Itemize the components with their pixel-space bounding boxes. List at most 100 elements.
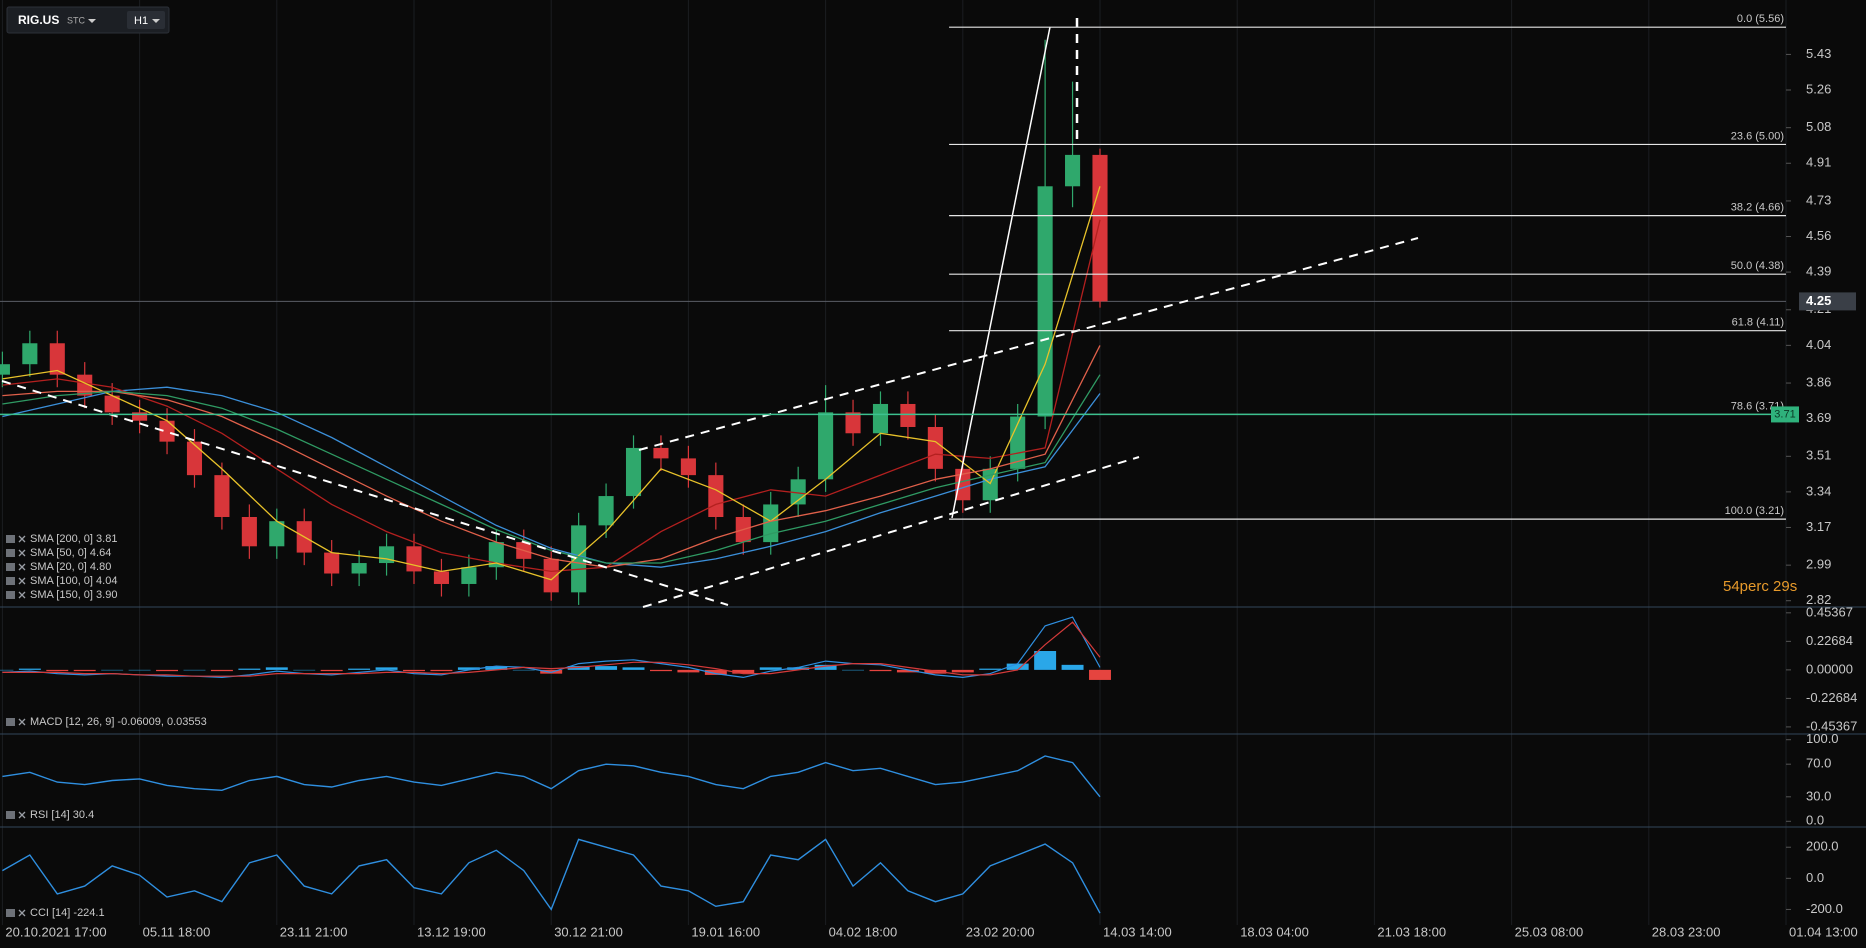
legend-icon [6, 577, 15, 585]
macd-histogram-bar [101, 669, 124, 671]
legend-entry: SMA [50, 0] 4.64 [30, 547, 111, 559]
candle-body [1065, 154, 1081, 187]
fib-label: 78.6 (3.71) [1731, 400, 1784, 412]
legend-entry: SMA [20, 0] 4.80 [30, 561, 111, 573]
macd-histogram-bar [677, 669, 700, 673]
dropdown-caret[interactable] [152, 19, 160, 23]
x-tick-label: 19.01 16:00 [691, 924, 760, 939]
timeframe[interactable]: H1 [134, 15, 148, 27]
macd-histogram-bar [156, 669, 179, 672]
x-tick-label: 21.03 18:00 [1377, 924, 1446, 939]
macd-histogram-bar [649, 669, 672, 672]
y-tick-label: 0.0 [1806, 813, 1824, 828]
candle-body [77, 374, 93, 396]
y-tick-label: 4.56 [1806, 228, 1831, 243]
legend-close-icon [18, 563, 26, 571]
sma-line [2, 345, 1101, 568]
macd-histogram-bar [1061, 664, 1084, 670]
macd-histogram-bar [540, 669, 563, 674]
y-tick-label: -200.0 [1806, 901, 1843, 916]
fib-label: 61.8 (4.11) [1732, 317, 1784, 329]
fib-label: 38.2 (4.66) [1731, 201, 1784, 213]
y-tick-label: 3.69 [1806, 410, 1831, 425]
macd-histogram-bar [210, 669, 233, 672]
macd-histogram-bar [704, 669, 727, 675]
last-price-box [1799, 292, 1856, 311]
y-tick-label: 5.43 [1806, 46, 1831, 61]
candle-body [900, 403, 916, 427]
macd-histogram-bar [430, 669, 453, 672]
candle-body [159, 420, 175, 442]
y-tick-label: 4.91 [1806, 155, 1831, 170]
macd-histogram-bar [622, 667, 645, 670]
macd-histogram-bar [869, 669, 892, 672]
y-tick-label: 3.86 [1806, 374, 1831, 389]
legend-close-icon [18, 549, 26, 557]
macd-histogram-bar [512, 669, 535, 671]
sma-line [2, 374, 1101, 564]
dropdown-caret[interactable] [88, 19, 96, 23]
macd-histogram-bar [485, 666, 508, 670]
x-tick-label: 01.04 13:00 [1789, 924, 1858, 939]
macd-histogram-bar [293, 669, 316, 671]
candle-body [543, 558, 559, 593]
legend-close-icon [18, 577, 26, 585]
y-tick-label: -0.22684 [1806, 690, 1857, 705]
y-tick-label: 3.51 [1806, 448, 1831, 463]
indicator-legend: RSI [14] 30.4 [30, 809, 94, 821]
macd-histogram-bar [183, 669, 206, 671]
legend-entry: SMA [150, 0] 3.90 [30, 589, 117, 601]
candle-body [708, 475, 724, 517]
candle-body [653, 447, 669, 459]
x-tick-label: 20.10.2021 17:00 [5, 924, 106, 939]
macd-histogram-bar [979, 668, 1002, 670]
toolbar: RIG.US STC H1 [6, 6, 170, 34]
x-tick-label: 30.12 21:00 [554, 924, 623, 939]
legend-close-icon [18, 718, 26, 726]
fib-trendline[interactable] [951, 26, 1051, 519]
x-tick-label: 04.02 18:00 [829, 924, 898, 939]
fib-label: 0.0 (5.56) [1737, 13, 1784, 25]
y-tick-label: 0.0 [1806, 870, 1824, 885]
legend-entry: SMA [100, 0] 4.04 [30, 575, 117, 587]
legend-close-icon [18, 535, 26, 543]
macd-histogram-bar [595, 666, 618, 670]
y-tick-label: 5.08 [1806, 119, 1831, 134]
y-tick-label: -0.45367 [1806, 718, 1857, 733]
y-tick-label: 3.34 [1806, 483, 1831, 498]
legend-icon [6, 549, 15, 557]
x-tick-label: 14.03 14:00 [1103, 924, 1172, 939]
macd-line [2, 621, 1101, 677]
x-tick-label: 28.03 23:00 [1652, 924, 1721, 939]
timeframe-box[interactable] [127, 11, 165, 29]
candle-body [49, 343, 65, 375]
candle-body [1092, 154, 1108, 302]
candle-body [241, 516, 257, 547]
macd-histogram-bar [403, 669, 425, 672]
legend-icon [6, 535, 15, 543]
y-tick-label: 100.0 [1806, 731, 1839, 746]
macd-histogram-bar [18, 668, 41, 670]
macd-histogram-bar [759, 667, 782, 670]
fib-label: 100.0 (3.21) [1725, 505, 1784, 517]
symbol[interactable]: RIG.US [18, 13, 59, 27]
y-tick-label: 30.0 [1806, 788, 1831, 803]
macd-histogram-bar [1006, 663, 1029, 670]
labels-layer: 20.10.2021 17:00 05.11 18:00 23.11 21:00 13… [0, 13, 1858, 939]
candle-body [351, 563, 367, 574]
indicator-line [2, 755, 1101, 798]
macd-histogram-bar [1034, 651, 1057, 670]
last-price-label: 4.25 [1806, 293, 1831, 308]
trendline[interactable] [642, 456, 1140, 608]
legend-icon [6, 909, 15, 917]
market[interactable]: STC [67, 15, 86, 25]
indicator-legend: CCI [14] -224.1 [30, 907, 105, 919]
fib-label: 50.0 (4.38) [1731, 260, 1784, 272]
legend-close-icon [18, 591, 26, 599]
legend-close-icon [18, 811, 26, 819]
legend-close-icon [18, 909, 26, 917]
macd-histogram-bar [128, 669, 151, 671]
y-tick-label: 3.17 [1806, 519, 1831, 534]
y-tick-label: 0.45367 [1806, 604, 1853, 619]
candle-body [406, 546, 422, 572]
